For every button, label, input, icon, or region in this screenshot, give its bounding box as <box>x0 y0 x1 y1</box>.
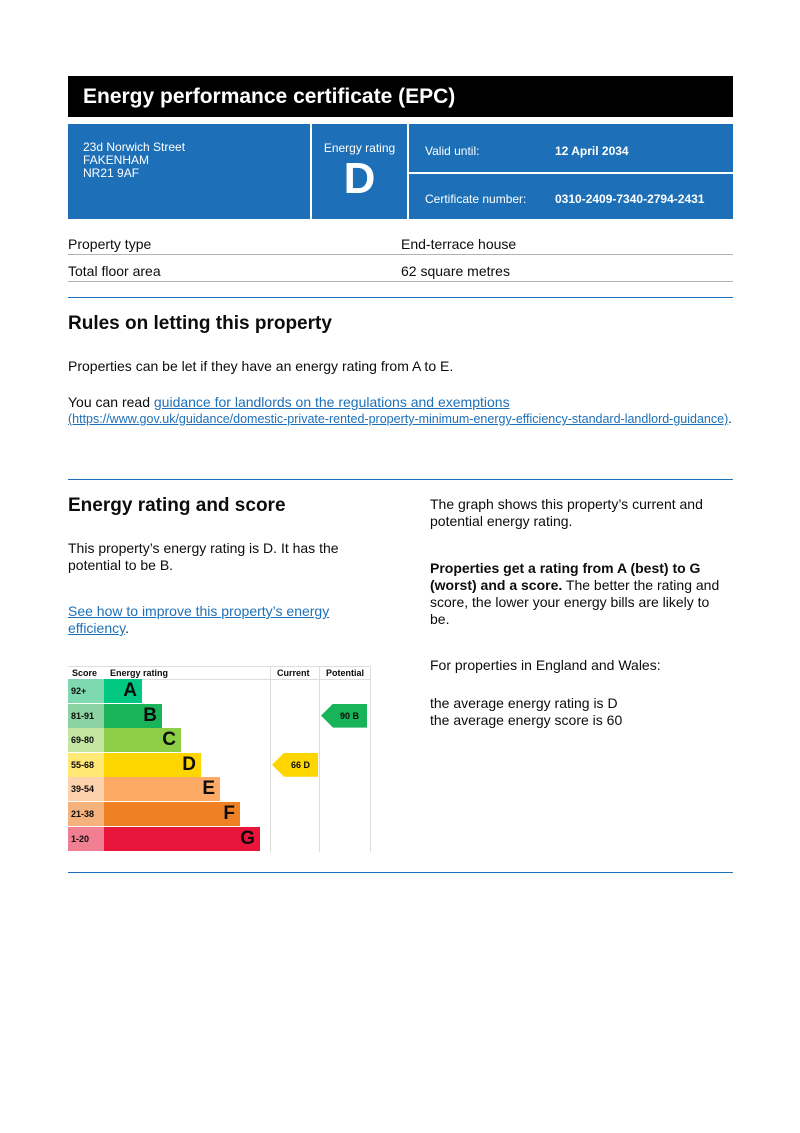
address: 23d Norwich Street FAKENHAM NR21 9AF <box>68 124 310 219</box>
band-score-c: 69-80 <box>68 728 104 753</box>
column-divider <box>319 666 320 852</box>
certificate-number-label: Certificate number: <box>425 192 527 206</box>
average-score: the average energy score is 60 <box>430 712 623 728</box>
header-potential: Potential <box>326 668 365 678</box>
header-energy-rating: Energy rating <box>110 668 169 678</box>
page-title: Energy performance certificate (EPC) <box>68 76 733 117</box>
valid-until-value: 12 April 2034 <box>555 144 629 158</box>
rating-explanation-bold: Properties get a rating from A (best) to… <box>430 560 701 593</box>
divider <box>68 479 733 480</box>
band-bar-e: E <box>104 777 220 802</box>
address-line: FAKENHAM <box>83 153 150 167</box>
energy-rating-chart: Score Energy rating Current Potential 92… <box>68 666 371 852</box>
band-bar-f: F <box>104 802 240 826</box>
floor-area-row: Total floor area 62 square metres <box>68 255 733 282</box>
certificate-number: Certificate number: 0310-2409-7340-2794-… <box>409 174 733 219</box>
band-score-g: 1-20 <box>68 826 104 851</box>
header-score: Score <box>72 668 98 678</box>
potential-rating-arrow: 90 B <box>321 703 367 728</box>
punctuation: . <box>125 620 129 636</box>
band-bar-a: A <box>104 679 142 703</box>
band-bar-c: C <box>104 728 181 753</box>
property-type-value: End-terrace house <box>401 236 517 252</box>
punctuation: . <box>728 412 732 426</box>
band-score-b: 81-91 <box>68 703 104 728</box>
address-line: NR21 9AF <box>83 166 140 180</box>
score-heading: Energy rating and score <box>68 495 286 516</box>
letting-heading: Rules on letting this property <box>68 313 332 334</box>
landlord-guidance-url-link[interactable]: (https://www.gov.uk/guidance/domestic-pr… <box>68 412 729 426</box>
floor-area-value: 62 square metres <box>401 263 510 279</box>
band-score-a: 92+ <box>68 679 104 703</box>
band-bar-d: D <box>104 752 201 777</box>
header-current: Current <box>277 668 310 678</box>
certificate-number-value: 0310-2409-7340-2794-2431 <box>555 192 705 206</box>
floor-area-label: Total floor area <box>68 263 161 279</box>
average-intro: For properties in England and Wales: <box>430 657 661 673</box>
band-score-f: 21-38 <box>68 802 104 826</box>
letting-text: Properties can be let if they have an en… <box>68 358 454 374</box>
valid-until-label: Valid until: <box>425 144 480 158</box>
band-score-d: 55-68 <box>68 752 104 777</box>
graph-description: The graph shows this property’s current … <box>430 496 703 529</box>
column-divider <box>270 666 271 852</box>
energy-rating-value: D <box>343 154 376 203</box>
band-bar-b: B <box>104 703 162 728</box>
landlord-guidance-link[interactable]: guidance for landlords on the regulation… <box>153 394 510 410</box>
score-text: This property’s energy rating is D. It h… <box>68 540 339 573</box>
band-bar-g: G <box>104 826 260 851</box>
energy-rating-box: Energy rating D <box>312 124 407 219</box>
band-score-e: 39-54 <box>68 777 104 802</box>
property-type-label: Property type <box>68 236 152 252</box>
column-divider <box>370 666 371 852</box>
valid-until: Valid until: 12 April 2034 <box>409 124 733 172</box>
average-rating: the average energy rating is D <box>430 695 618 711</box>
letting-text: You can read <box>68 394 154 410</box>
energy-rating-label: Energy rating <box>323 141 396 155</box>
divider <box>68 297 733 298</box>
improve-efficiency-link[interactable]: See how to improve this property’s energ… <box>68 603 330 636</box>
current-rating-arrow: 66 D <box>272 752 318 777</box>
property-type-row: Property type End-terrace house <box>68 228 733 255</box>
divider <box>68 872 733 873</box>
rating-explanation: The better the rating and score, the low… <box>430 577 720 627</box>
address-line: 23d Norwich Street <box>83 140 186 154</box>
